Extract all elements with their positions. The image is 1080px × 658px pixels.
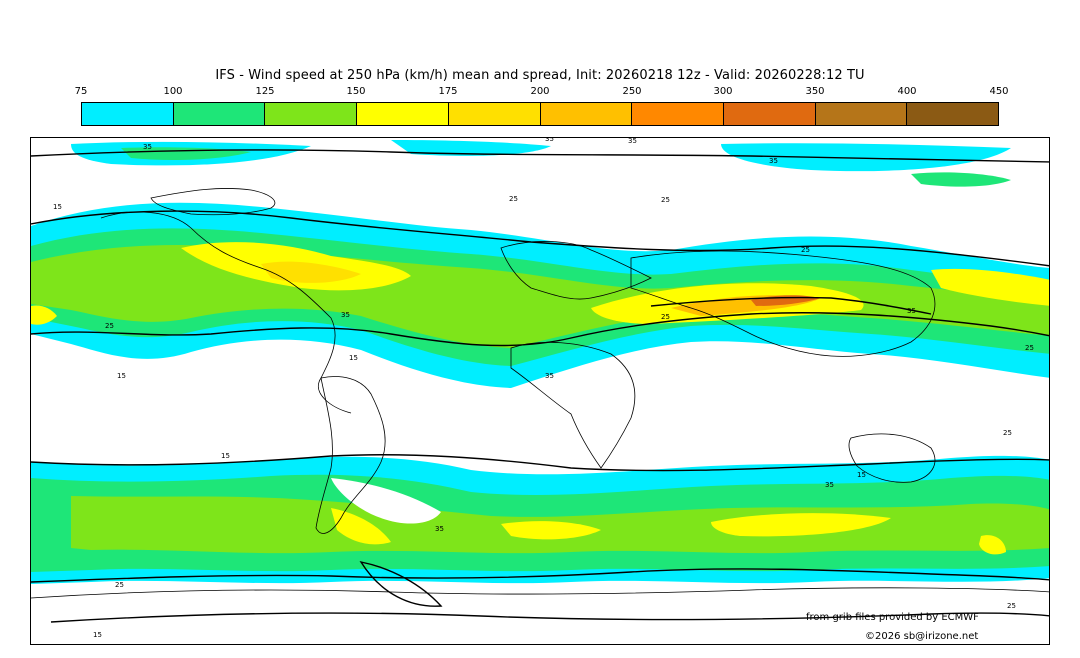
contour-label: 15 xyxy=(93,631,102,639)
colorbar-tick: 250 xyxy=(622,86,642,97)
contour-label: 35 xyxy=(545,372,554,380)
colorbar-tick: 300 xyxy=(713,86,733,97)
colorbar-swatch xyxy=(632,103,724,125)
southern-jet-stream xyxy=(31,455,1049,584)
contour-label: 15 xyxy=(53,203,62,211)
colorbar-tick: 350 xyxy=(805,86,825,97)
white-core-pocket xyxy=(331,478,441,524)
colorbar-swatch xyxy=(907,103,999,125)
contour-label: 25 xyxy=(105,322,114,330)
contour-label: 25 xyxy=(1007,602,1016,610)
colorbar-swatch xyxy=(448,103,541,125)
jet-core-yellow xyxy=(711,513,891,537)
jet-core-yellow xyxy=(979,535,1006,555)
colorbar-tick: 450 xyxy=(989,86,1009,97)
jet-core-yellow xyxy=(331,508,391,545)
contour-label: 15 xyxy=(221,452,230,460)
contour-label: 35 xyxy=(769,157,778,165)
contour-label: 25 xyxy=(1003,429,1012,437)
contour-label: 35 xyxy=(341,311,350,319)
northern-jet-stream xyxy=(31,202,1049,388)
contour-labels: 35 35 35 35 25 25 15 25 35 25 35 25 25 1… xyxy=(53,138,1034,639)
contour-label: 35 xyxy=(143,143,152,151)
colorbar-tick: 175 xyxy=(438,86,458,97)
contour-label: 25 xyxy=(661,196,670,204)
contour-label: 35 xyxy=(435,525,444,533)
jet-core-yellow xyxy=(261,261,361,283)
colorbar xyxy=(81,102,999,126)
grib-credit: from grib files provided by ECMWF xyxy=(806,612,979,623)
colorbar-swatch xyxy=(723,103,816,125)
contour-label: 35 xyxy=(545,138,554,143)
contour-label: 35 xyxy=(628,138,637,145)
colorbar-swatch xyxy=(265,103,358,125)
contour-label: 15 xyxy=(117,372,126,380)
contour-label: 25 xyxy=(1025,344,1034,352)
polar-wind-patches xyxy=(71,140,1011,187)
colorbar-swatch xyxy=(815,103,908,125)
contour-label: 35 xyxy=(907,307,916,315)
contour-label: 25 xyxy=(801,246,810,254)
chart-title: IFS - Wind speed at 250 hPa (km/h) mean … xyxy=(215,68,865,83)
jet-core-yellow xyxy=(501,521,601,540)
contour-label: 35 xyxy=(825,481,834,489)
colorbar-tick: 150 xyxy=(346,86,366,97)
colorbar-tick: 200 xyxy=(530,86,550,97)
colorbar-swatch xyxy=(357,103,449,125)
contour-lines xyxy=(31,149,1049,623)
jet-core-yellow xyxy=(31,305,57,325)
contour-label: 15 xyxy=(349,354,358,362)
colorbar-tick: 125 xyxy=(255,86,275,97)
contour-label: 25 xyxy=(509,195,518,203)
contour-label: 15 xyxy=(857,471,866,479)
map-canvas: 35 35 35 35 25 25 15 25 35 25 35 25 25 1… xyxy=(31,138,1049,639)
colorbar-swatch xyxy=(82,103,174,125)
jet-core-yellow xyxy=(931,268,1049,306)
coastlines xyxy=(31,188,1049,599)
copyright-credit: ©2026 sb@irizone.net xyxy=(865,631,979,642)
contour-label: 25 xyxy=(661,313,670,321)
colorbar-swatch xyxy=(173,103,266,125)
contour-label: 25 xyxy=(115,581,124,589)
colorbar-swatch xyxy=(540,103,633,125)
colorbar-tick: 400 xyxy=(897,86,917,97)
colorbar-tick: 100 xyxy=(163,86,183,97)
wind-speed-map: 35 35 35 35 25 25 15 25 35 25 35 25 25 1… xyxy=(30,137,1050,645)
colorbar-tick: 75 xyxy=(74,86,88,97)
